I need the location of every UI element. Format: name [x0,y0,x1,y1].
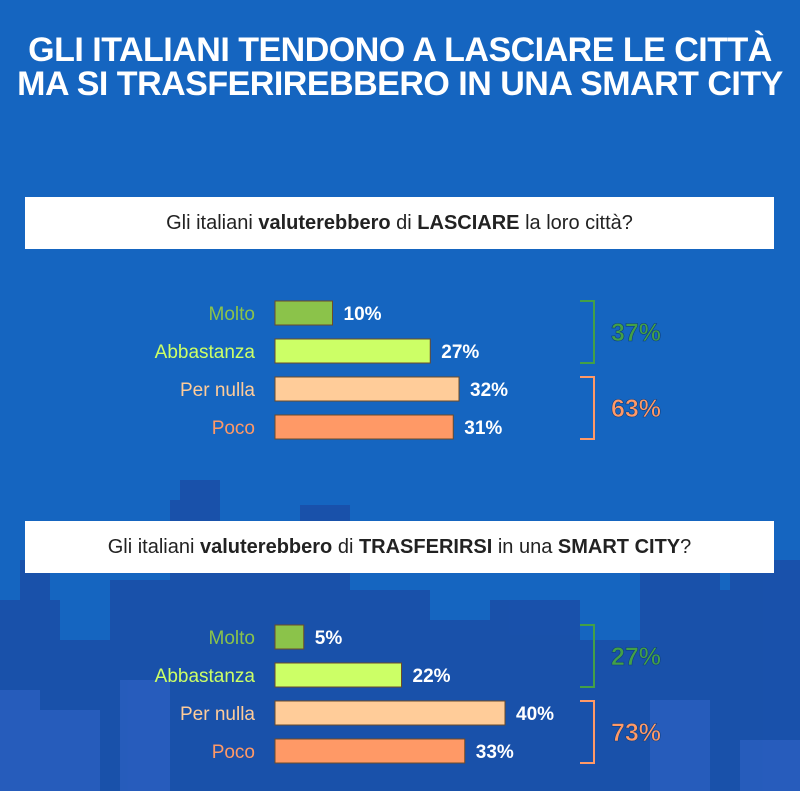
value-label-per-nulla: 40% [516,704,554,725]
value-label-molto: 5% [315,628,343,649]
bar-per-nulla [274,376,460,402]
question-2-text-d: ? [680,535,692,558]
value-label-per-nulla: 32% [470,380,508,401]
question-1-text-a: Gli italiani [166,211,259,234]
value-label-poco: 31% [464,418,502,439]
chart-1: Molto 10% Abbastanza 27% Per nulla 32% Poco 31%… [0,292,800,492]
category-label-poco: Poco [212,418,255,439]
group-bracket-1 [580,624,595,688]
group-bracket-2 [580,376,595,440]
value-label-poco: 33% [476,742,514,763]
question-2-bold-a: valuterebbero [200,535,333,558]
category-label-molto: Molto [209,304,255,325]
group-bracket-1 [580,300,595,364]
category-label-abbastanza: Abbastanza [155,666,256,687]
bar-poco [274,738,466,764]
question-1-bold-b: LASCIARE [417,211,520,234]
category-label-poco: Poco [212,742,255,763]
question-1-text-b: di [390,211,418,234]
group-total-2: 73% [611,719,661,747]
category-label-molto: Molto [209,628,255,649]
question-2-text-b: di [332,535,359,558]
bar-molto [274,624,305,650]
question-box-2: Gli italiani valuterebbero di TRASFERIRS… [25,521,774,573]
question-1-text-c: la loro città? [519,211,633,234]
bar-abbastanza [274,662,402,688]
question-box-1: Gli italiani valuterebbero di LASCIARE l… [25,197,774,249]
group-total-2: 63% [611,395,661,423]
category-label-abbastanza: Abbastanza [155,342,256,363]
group-total-1: 27% [611,643,661,671]
question-1-bold-a: valuterebbero [258,211,391,234]
value-label-abbastanza: 22% [413,666,451,687]
question-2-text-a: Gli italiani [107,535,200,558]
question-2-bold-b: TRASFERIRSI [358,535,493,558]
bar-per-nulla [274,700,506,726]
chart-2-svg: Molto 5% Abbastanza 22% Per nulla 40% Poco 33% 2… [155,624,661,764]
title-line-1: GLI ITALIANI TENDONO A LASCIARE LE CITTÀ [28,31,772,69]
chart-2: Molto 5% Abbastanza 22% Per nulla 40% Poco 33% 2… [0,616,800,791]
chart-1-svg: Molto 10% Abbastanza 27% Per nulla 32% Poco 31%… [155,300,661,440]
group-bracket-2 [580,700,595,764]
bar-abbastanza [274,338,431,364]
question-2-text-c: in una [492,535,558,558]
value-label-molto: 10% [344,304,382,325]
bar-molto [274,300,333,326]
value-label-abbastanza: 27% [441,342,479,363]
category-label-per-nulla: Per nulla [180,380,255,401]
group-total-1: 37% [611,319,661,347]
bar-poco [274,414,454,440]
title-line-2: MA SI TRASFERIREBBERO IN UNA SMART CITY [17,65,783,103]
question-2-bold-c: SMART CITY [557,535,681,558]
category-label-per-nulla: Per nulla [180,704,255,725]
